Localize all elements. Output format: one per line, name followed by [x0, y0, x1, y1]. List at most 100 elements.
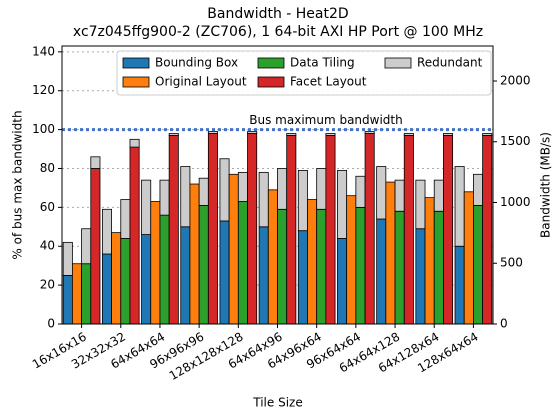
y-tick-label: 100 [32, 122, 55, 136]
bar [346, 195, 357, 325]
redundant-bar [81, 228, 92, 265]
y-tick-label: 120 [32, 83, 55, 97]
bar [267, 189, 278, 325]
redundant-bar [433, 179, 444, 212]
y2-tick-label: 1000 [500, 195, 531, 209]
bar [111, 232, 122, 325]
bar [207, 133, 218, 325]
redundant-bar [277, 168, 288, 210]
redundant-bar [62, 241, 73, 276]
bar [219, 220, 230, 325]
legend-swatch [257, 76, 285, 88]
bar [316, 208, 327, 325]
redundant-bar [376, 166, 387, 220]
bar [286, 135, 297, 325]
bar [180, 226, 191, 325]
bar [364, 133, 375, 325]
chart-title: Bandwidth - Heat2D [207, 6, 348, 22]
bar [159, 214, 170, 325]
bar [228, 173, 239, 325]
bar [247, 133, 258, 325]
bar [394, 210, 405, 325]
legend-swatch [257, 57, 285, 69]
y-tick-label: 140 [32, 44, 55, 58]
bar [307, 199, 318, 325]
redundant-bar [316, 168, 327, 210]
redundant-bar [129, 138, 140, 148]
bar [433, 210, 444, 325]
plot-frame [61, 45, 494, 325]
y-tick-label: 60 [40, 200, 55, 214]
bar [325, 135, 336, 325]
bar [189, 183, 200, 325]
y2-tick-label: 0 [500, 317, 508, 331]
legend-label: Redundant [417, 56, 483, 70]
bar [198, 205, 209, 325]
bar [101, 253, 112, 325]
redundant-bar [394, 179, 405, 212]
y-tick-label: 40 [40, 239, 55, 253]
bar [415, 228, 426, 325]
y-tick-label: 80 [40, 161, 55, 175]
bar [454, 245, 465, 325]
redundant-bar [159, 179, 170, 216]
bar [237, 201, 248, 325]
y2-tick-label: 2000 [500, 73, 531, 87]
bar [71, 263, 82, 325]
bar [129, 146, 140, 325]
bar [120, 238, 131, 325]
redundant-bar [90, 156, 101, 169]
bar [277, 208, 288, 325]
redundant-bar [297, 170, 308, 232]
bar [443, 135, 454, 325]
bar [463, 191, 474, 325]
redundant-bar [337, 170, 348, 239]
bar [403, 135, 414, 325]
bar [168, 135, 179, 325]
legend-swatch [122, 57, 150, 69]
bar [258, 226, 269, 325]
bar [297, 230, 308, 325]
redundant-bar [198, 177, 209, 206]
bar [385, 181, 396, 325]
redundant-bar [286, 133, 297, 136]
redundant-bar [443, 133, 454, 136]
redundant-bar [120, 199, 131, 239]
bar [141, 234, 152, 325]
x-axis-label: Tile Size [252, 396, 302, 410]
redundant-bar [403, 133, 414, 136]
redundant-bar [207, 131, 218, 134]
y2-axis-label: Bandwidth (MB/s) [539, 132, 553, 238]
redundant-bar [473, 173, 484, 206]
redundant-bar [355, 175, 366, 208]
redundant-bar [325, 133, 336, 136]
redundant-bar [247, 131, 258, 134]
legend-label: Data Tiling [290, 56, 355, 70]
y-tick-label: 20 [40, 278, 55, 292]
bar [81, 263, 92, 325]
chart-subtitle: xc7z045ffg900-2 (ZC706), 1 64-bit AXI HP… [73, 24, 483, 40]
legend-swatch [384, 57, 412, 69]
bar [473, 205, 484, 325]
redundant-bar [141, 179, 152, 235]
y-tick-label: 0 [47, 317, 55, 331]
legend-label: Original Layout [155, 75, 247, 89]
redundant-bar [168, 133, 179, 136]
redundant-bar [415, 179, 426, 230]
bar [337, 238, 348, 325]
redundant-bar [364, 131, 375, 134]
y2-tick-label: 1500 [500, 134, 531, 148]
bar [482, 135, 493, 325]
redundant-bar [180, 166, 191, 228]
redundant-bar [454, 166, 465, 247]
bar [424, 197, 435, 325]
bus-line-label: Bus maximum bandwidth [249, 113, 402, 127]
redundant-bar [219, 158, 230, 222]
bar [150, 201, 161, 325]
redundant-bar [482, 133, 493, 136]
bar [90, 168, 101, 325]
legend-label: Facet Layout [290, 75, 367, 89]
bar [62, 274, 73, 325]
redundant-bar [258, 171, 269, 228]
